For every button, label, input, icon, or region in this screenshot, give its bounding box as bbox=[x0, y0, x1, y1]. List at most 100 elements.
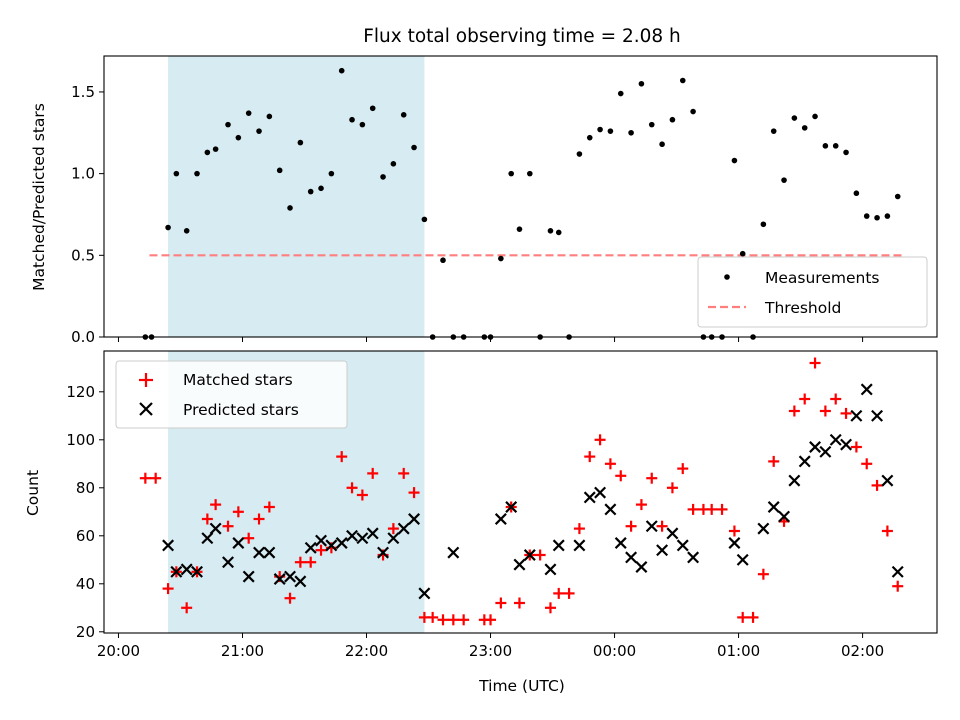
y-tick-label: 100 bbox=[66, 431, 95, 449]
predicted-star-point bbox=[335, 537, 348, 549]
measurement-point bbox=[516, 226, 523, 232]
matched-star-point bbox=[706, 503, 718, 515]
measurement-point bbox=[390, 161, 397, 167]
measurement-point bbox=[369, 105, 376, 112]
predicted-star-point bbox=[191, 565, 203, 578]
measurement-point bbox=[731, 157, 738, 164]
measurement-point bbox=[440, 257, 446, 264]
measurement-point bbox=[338, 67, 345, 74]
matched-star-point bbox=[315, 544, 327, 556]
measurement-series bbox=[142, 67, 901, 340]
measurement-point bbox=[349, 116, 355, 123]
measurement-point bbox=[853, 190, 860, 197]
measurement-point bbox=[194, 170, 200, 177]
predicted-star-point bbox=[408, 513, 421, 525]
matched-star-point bbox=[305, 556, 317, 568]
matched-star-point bbox=[387, 523, 399, 535]
predicted-star-point bbox=[798, 455, 811, 468]
predicted-star-point bbox=[263, 546, 276, 559]
predicted-star-point bbox=[304, 541, 317, 554]
matched-star-point bbox=[222, 520, 234, 532]
matched-star-point bbox=[458, 614, 470, 626]
predicted-star-point bbox=[891, 565, 904, 578]
matched-star-point bbox=[881, 525, 893, 537]
matched-star-point bbox=[485, 614, 497, 626]
measurement-point bbox=[183, 228, 190, 234]
matched-star-point bbox=[594, 434, 606, 446]
measurement-point bbox=[547, 228, 554, 234]
measurement-point bbox=[884, 213, 891, 219]
y-tick-label: 0.0 bbox=[71, 328, 95, 346]
matched-star-point bbox=[181, 602, 193, 614]
matched-star-point bbox=[615, 470, 627, 482]
y-tick-label: 120 bbox=[66, 383, 95, 401]
matched-star-point bbox=[356, 489, 368, 501]
measurement-point bbox=[421, 216, 428, 223]
legend-marker-measurements bbox=[724, 274, 730, 280]
predicted-star-point bbox=[635, 561, 648, 573]
measurement-point bbox=[822, 143, 829, 149]
predicted-star-point bbox=[162, 539, 175, 552]
matched-star-point bbox=[336, 451, 348, 463]
y-axis-ticks: 0.0 0.5 1.0 1.5 bbox=[71, 83, 104, 346]
matched-star-point bbox=[346, 482, 358, 494]
y-tick-label: 60 bbox=[76, 527, 95, 545]
measurement-point bbox=[508, 170, 514, 177]
measurement-point bbox=[204, 149, 211, 156]
predicted-star-point bbox=[253, 546, 266, 559]
measurement-point bbox=[235, 134, 242, 141]
predicted-star-point bbox=[346, 529, 359, 542]
predicted-star-point bbox=[757, 522, 770, 535]
predicted-star-point bbox=[656, 544, 669, 557]
matched-star-point bbox=[728, 525, 740, 537]
matched-star-point bbox=[840, 407, 852, 419]
y-axis-ticks: 20 40 60 80 100 120 bbox=[66, 383, 104, 641]
y-tick-label: 80 bbox=[76, 479, 95, 497]
highlight-span bbox=[168, 56, 425, 337]
matched-star-point bbox=[139, 472, 151, 484]
matched-star-point bbox=[871, 479, 883, 491]
matched-star-point bbox=[367, 467, 379, 479]
matched-star-point bbox=[398, 467, 410, 479]
matched-star-point bbox=[747, 611, 759, 623]
measurement-point bbox=[276, 167, 283, 174]
y-tick-label: 0.5 bbox=[71, 246, 95, 264]
predicted-star-point bbox=[544, 563, 557, 576]
measurement-point bbox=[212, 146, 219, 152]
legend-label-measurements: Measurements bbox=[765, 269, 880, 287]
legend: Measurements Threshold bbox=[697, 256, 928, 328]
x-tick-label: 23:00 bbox=[469, 642, 512, 660]
measurement-point bbox=[617, 90, 624, 97]
measurement-point bbox=[628, 129, 634, 136]
matched-star-point bbox=[666, 482, 678, 494]
predicted-star-point bbox=[614, 537, 627, 549]
matched-star-point bbox=[687, 503, 699, 515]
matched-star-point bbox=[809, 357, 821, 369]
predicted-star-point bbox=[242, 570, 255, 583]
matched-star-point bbox=[447, 614, 459, 626]
measurement-point bbox=[287, 205, 293, 211]
predicted-star-point bbox=[829, 433, 842, 446]
matched-star-point bbox=[737, 611, 749, 623]
measurement-point bbox=[597, 126, 603, 133]
predicted-star-point bbox=[180, 563, 193, 576]
matched-star-point bbox=[646, 472, 658, 484]
y-tick-label: 1.0 bbox=[71, 165, 95, 183]
matched-star-point bbox=[243, 532, 255, 544]
predicted-star-point bbox=[325, 539, 338, 552]
plot-frame bbox=[103, 55, 938, 338]
measurement-point bbox=[669, 116, 676, 123]
measurement-point bbox=[781, 177, 787, 183]
matched-star-point bbox=[253, 513, 265, 525]
predicted-star-point bbox=[387, 532, 400, 545]
predicted-star-point bbox=[505, 501, 518, 513]
predicted-star-point bbox=[860, 383, 873, 396]
predicted-star-point bbox=[170, 565, 183, 578]
predicted-star-point bbox=[788, 474, 801, 487]
measurement-point bbox=[659, 141, 665, 148]
matched-star-point bbox=[553, 587, 565, 599]
measurement-point bbox=[832, 143, 839, 149]
measurement-point bbox=[297, 139, 304, 146]
x-axis-ticks: 20:00 21:00 22:00 23:00 00:00 01:00 02:00 bbox=[97, 633, 884, 660]
